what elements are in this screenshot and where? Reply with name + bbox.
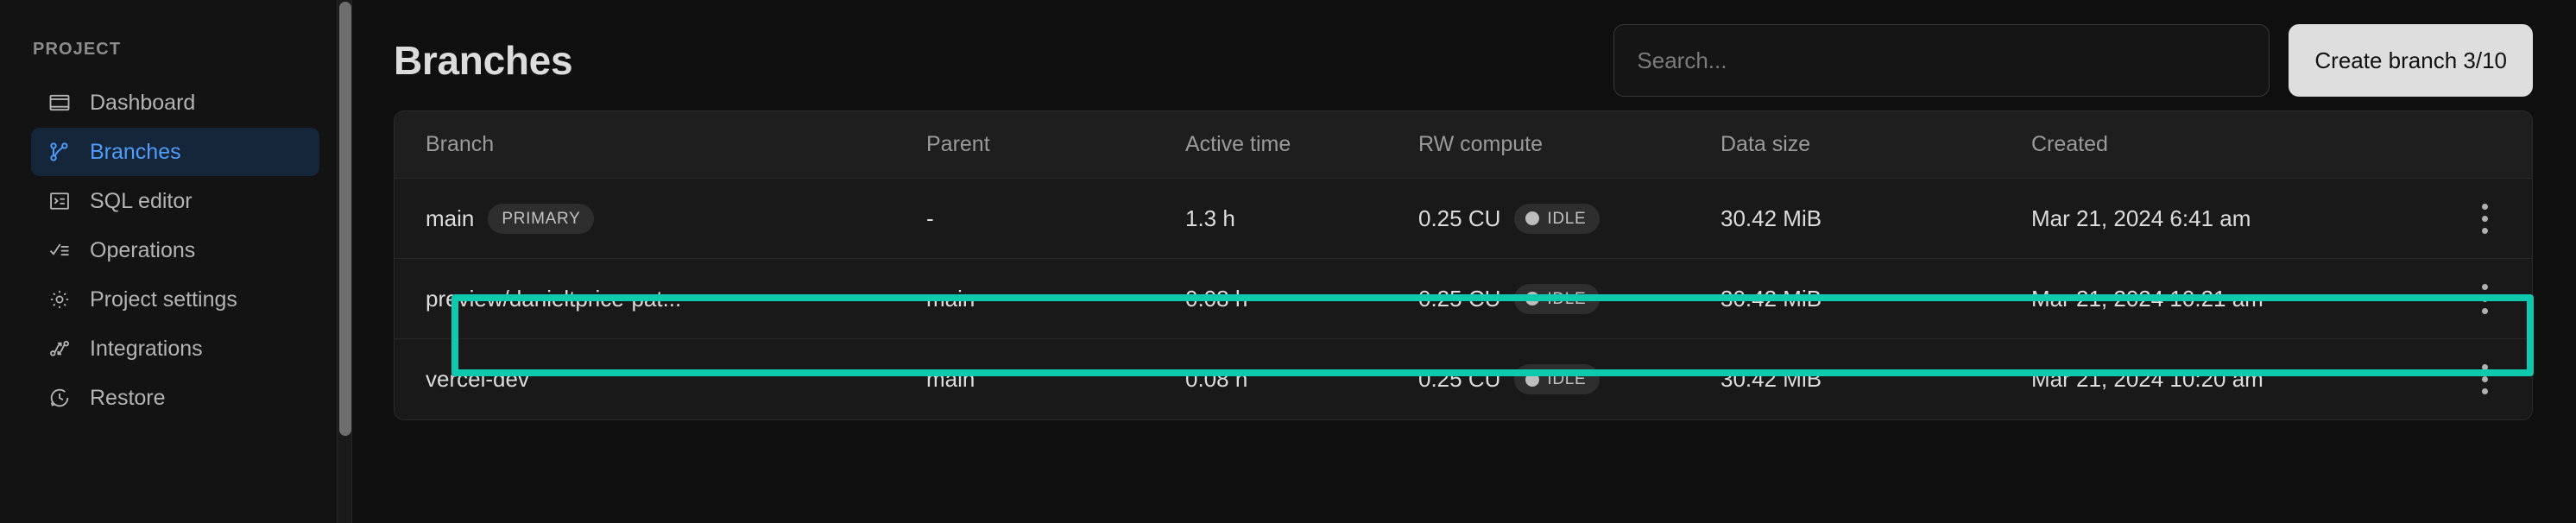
sidebar-item-label: Project settings bbox=[90, 287, 237, 312]
dashboard-icon bbox=[47, 90, 73, 116]
sidebar-section-label: PROJECT bbox=[33, 40, 122, 59]
cell-rw-compute: 0.25 CU IDLE bbox=[1418, 203, 1720, 234]
status-dot-icon bbox=[1525, 372, 1540, 387]
sidebar-scrollbar-thumb[interactable] bbox=[339, 2, 351, 436]
status-badge: IDLE bbox=[1514, 283, 1601, 314]
status-dot-icon bbox=[1525, 211, 1540, 225]
cell-created: Mar 21, 2024 10:20 am bbox=[2031, 366, 2263, 392]
sidebar: PROJECT Dashboard bbox=[0, 0, 352, 523]
table-row[interactable]: preview/danieltprice-pat... main 0.08 h … bbox=[395, 259, 2532, 339]
sidebar-item-branches[interactable]: Branches bbox=[31, 128, 319, 176]
sidebar-scrollbar[interactable] bbox=[337, 0, 352, 523]
column-header-parent: Parent bbox=[926, 132, 990, 156]
restore-clock-icon bbox=[47, 385, 73, 411]
sidebar-nav: Dashboard Branches bbox=[0, 79, 352, 422]
cell-branch: preview/danieltprice-pat... bbox=[426, 286, 926, 312]
sidebar-item-label: Restore bbox=[90, 385, 166, 410]
sidebar-item-project-settings[interactable]: Project settings bbox=[31, 275, 319, 324]
cell-actions bbox=[2437, 198, 2532, 239]
cell-rw-compute: 0.25 CU IDLE bbox=[1418, 364, 1720, 394]
status-badge: IDLE bbox=[1514, 203, 1601, 234]
operations-icon bbox=[47, 237, 73, 263]
kebab-menu-icon[interactable] bbox=[2477, 359, 2493, 400]
sidebar-item-label: Operations bbox=[90, 237, 196, 262]
search-placeholder: Search... bbox=[1637, 47, 1727, 73]
sidebar-item-dashboard[interactable]: Dashboard bbox=[31, 79, 319, 127]
column-header-data-size: Data size bbox=[1720, 132, 1811, 156]
cell-actions bbox=[2437, 279, 2532, 319]
rw-compute-value: 0.25 CU bbox=[1418, 285, 1501, 312]
sidebar-item-operations[interactable]: Operations bbox=[31, 226, 319, 274]
integrations-icon bbox=[47, 336, 73, 362]
sidebar-item-label: Dashboard bbox=[90, 90, 196, 115]
status-label: IDLE bbox=[1547, 370, 1587, 388]
gear-icon bbox=[47, 287, 73, 312]
create-branch-button[interactable]: Create branch 3/10 bbox=[2289, 24, 2533, 97]
header-actions: Search... Create branch 3/10 bbox=[1613, 24, 2533, 97]
sidebar-item-label: Integrations bbox=[90, 336, 203, 361]
primary-badge: PRIMARY bbox=[488, 203, 595, 234]
cell-data-size: 30.42 MiB bbox=[1720, 285, 1822, 312]
status-label: IDLE bbox=[1547, 289, 1587, 308]
cell-active-time: 0.08 h bbox=[1185, 285, 1248, 312]
table-row[interactable]: vercel-dev main 0.08 h 0.25 CU IDLE 30.4… bbox=[395, 339, 2532, 419]
cell-active-time: 1.3 h bbox=[1185, 205, 1235, 231]
branch-name: main bbox=[426, 205, 475, 231]
sql-editor-icon bbox=[47, 188, 73, 214]
status-dot-icon bbox=[1525, 292, 1540, 306]
cell-rw-compute: 0.25 CU IDLE bbox=[1418, 283, 1720, 314]
column-header-active-time: Active time bbox=[1185, 132, 1291, 156]
cell-actions bbox=[2437, 359, 2532, 400]
page-header: Branches Search... Create branch 3/10 bbox=[352, 0, 2576, 97]
column-header-branch: Branch bbox=[426, 132, 495, 156]
column-header-rw-compute: RW compute bbox=[1418, 132, 1544, 156]
cell-parent: - bbox=[926, 205, 934, 231]
sidebar-item-sql-editor[interactable]: SQL editor bbox=[31, 177, 319, 225]
status-label: IDLE bbox=[1547, 209, 1587, 228]
sidebar-item-integrations[interactable]: Integrations bbox=[31, 325, 319, 373]
cell-active-time: 0.08 h bbox=[1185, 366, 1248, 392]
column-header-created: Created bbox=[2031, 132, 2108, 156]
branch-name: vercel-dev bbox=[426, 366, 529, 392]
rw-compute-value: 0.25 CU bbox=[1418, 205, 1501, 231]
cell-data-size: 30.42 MiB bbox=[1720, 366, 1822, 392]
table-row[interactable]: main PRIMARY - 1.3 h 0.25 CU IDLE 30.42 … bbox=[395, 179, 2532, 259]
rw-compute-value: 0.25 CU bbox=[1418, 366, 1501, 392]
kebab-menu-icon[interactable] bbox=[2477, 279, 2493, 319]
cell-data-size: 30.42 MiB bbox=[1720, 205, 1822, 231]
cell-branch: vercel-dev bbox=[426, 366, 926, 393]
cell-created: Mar 21, 2024 10:21 am bbox=[2031, 285, 2263, 312]
sidebar-item-label: SQL editor bbox=[90, 188, 193, 213]
sidebar-item-label: Branches bbox=[90, 139, 181, 164]
cell-parent: main bbox=[926, 285, 975, 312]
branches-icon bbox=[47, 139, 73, 165]
main-content: Branches Search... Create branch 3/10 Br… bbox=[352, 0, 2576, 523]
cell-created: Mar 21, 2024 6:41 am bbox=[2031, 205, 2251, 231]
table-header-row: Branch Parent Active time RW compute Dat… bbox=[395, 111, 2532, 179]
status-badge: IDLE bbox=[1514, 364, 1601, 394]
page-title: Branches bbox=[394, 38, 573, 83]
sidebar-item-restore[interactable]: Restore bbox=[31, 374, 319, 422]
cell-parent: main bbox=[926, 366, 975, 392]
branch-name: preview/danieltprice-pat... bbox=[426, 285, 682, 312]
kebab-menu-icon[interactable] bbox=[2477, 198, 2493, 239]
search-input[interactable]: Search... bbox=[1613, 24, 2270, 97]
branches-table: Branch Parent Active time RW compute Dat… bbox=[394, 110, 2533, 420]
cell-branch: main PRIMARY bbox=[426, 203, 926, 234]
